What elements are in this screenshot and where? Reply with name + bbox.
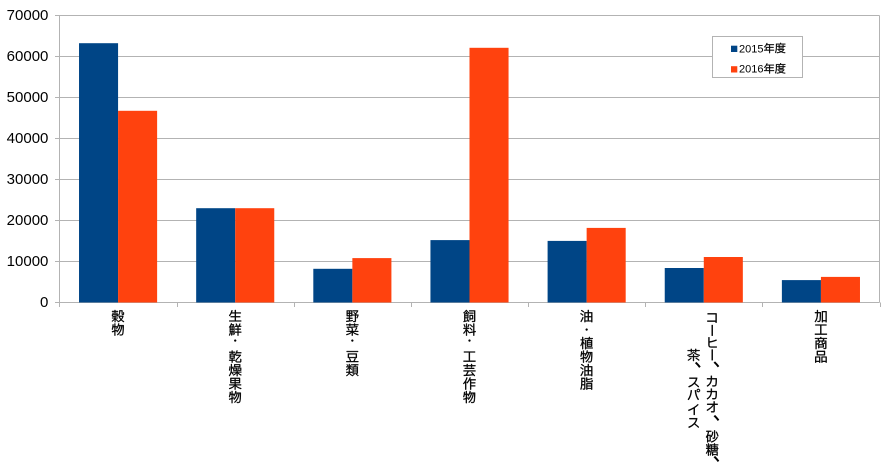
svg-text:40000: 40000 bbox=[7, 130, 49, 147]
svg-text:0: 0 bbox=[40, 294, 48, 311]
svg-text:60000: 60000 bbox=[7, 48, 49, 65]
svg-text:2015: 2015 bbox=[739, 43, 763, 55]
svg-text:2016: 2016 bbox=[739, 64, 763, 76]
svg-text:20000: 20000 bbox=[7, 212, 49, 229]
svg-text:50000: 50000 bbox=[7, 89, 49, 106]
svg-text:30000: 30000 bbox=[7, 171, 49, 188]
svg-text:10000: 10000 bbox=[7, 253, 49, 270]
svg-text:70000: 70000 bbox=[7, 7, 49, 24]
